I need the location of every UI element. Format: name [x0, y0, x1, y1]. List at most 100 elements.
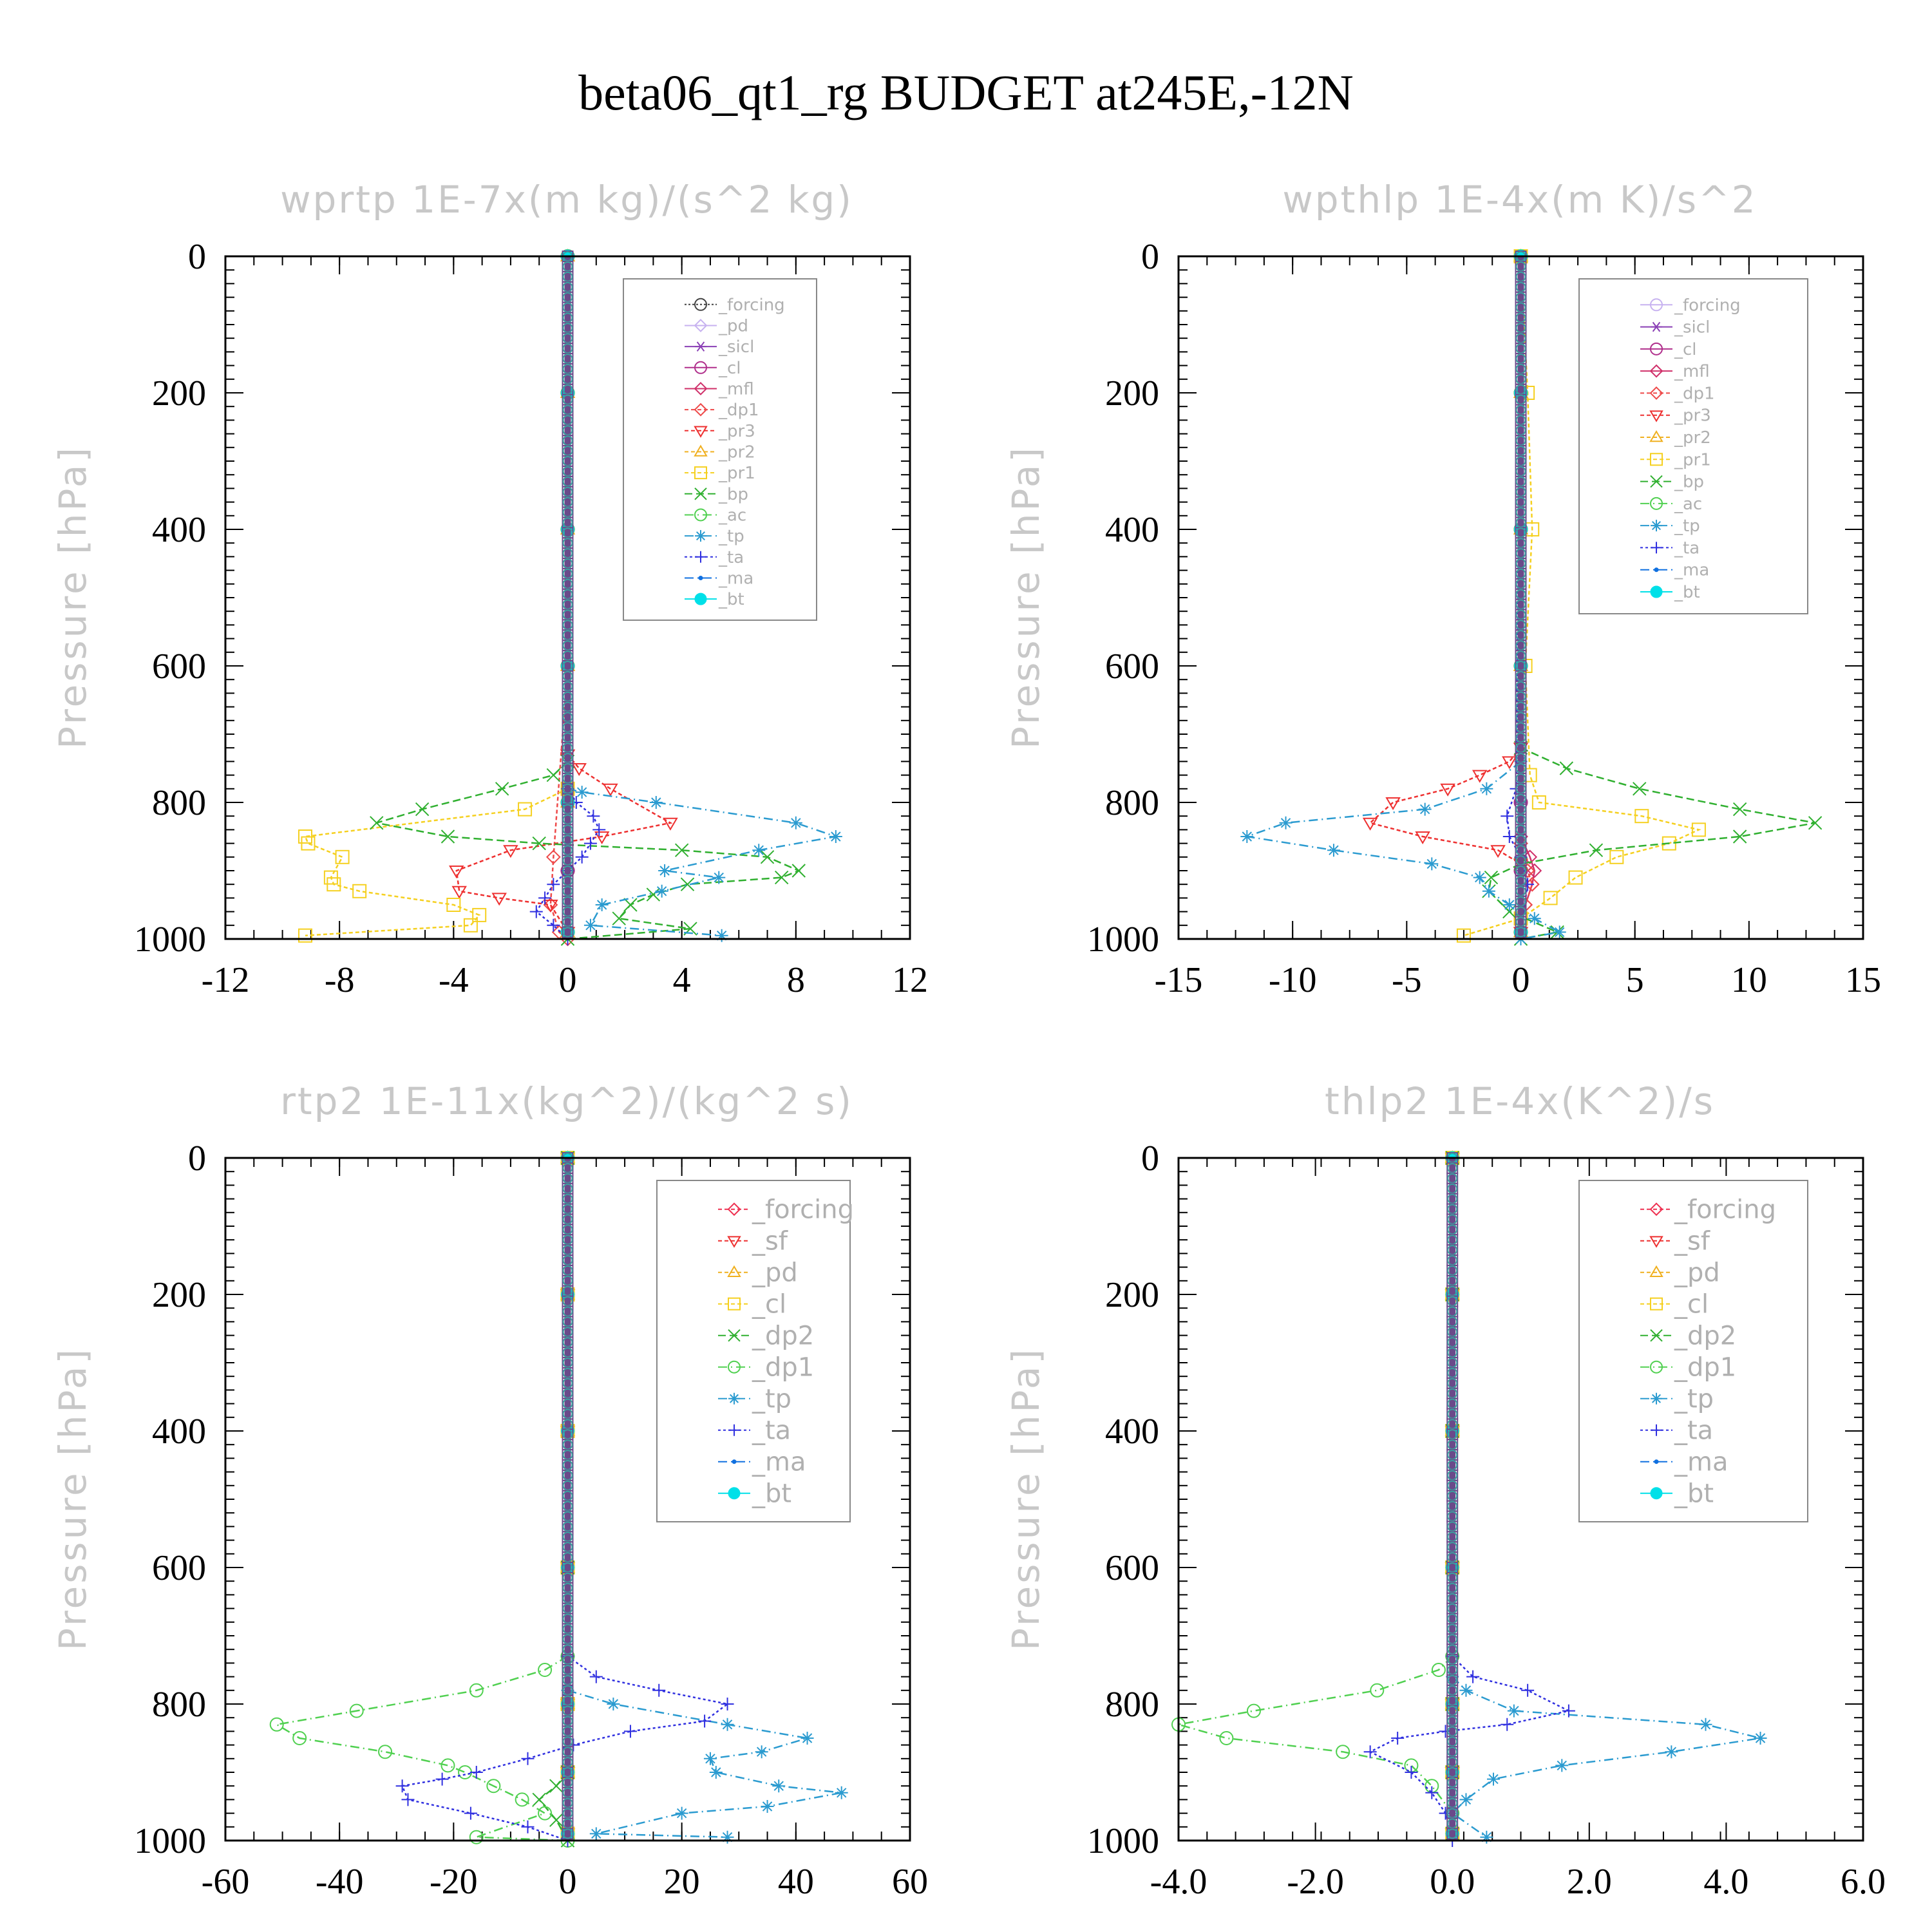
legend-marker	[1649, 1265, 1663, 1277]
x-tick-label: -15	[1155, 960, 1203, 1000]
legend-item: _ac	[1640, 495, 1702, 514]
data-point	[532, 836, 546, 851]
series-line	[1368, 1655, 1571, 1841]
legend-item: _dp1	[1640, 1353, 1736, 1383]
data-point	[1466, 1670, 1480, 1683]
data-point	[1507, 1704, 1520, 1718]
legend-label: _cl	[1674, 340, 1697, 359]
data-point	[1472, 770, 1488, 783]
series-tp	[1446, 1670, 1767, 1844]
data-point	[703, 1752, 717, 1765]
y-tick-label: 200	[152, 374, 206, 413]
x-tick-label: 6.0	[1841, 1862, 1886, 1902]
data-point	[1363, 1745, 1377, 1759]
legend-marker	[1651, 1392, 1662, 1405]
y-tick-label: 800	[1105, 1685, 1159, 1725]
legend-item: _cl	[718, 1290, 786, 1320]
data-point	[752, 844, 766, 857]
legend-item: _ta	[1640, 538, 1700, 558]
data-point	[515, 1792, 529, 1807]
legend-label: _forcing	[718, 296, 785, 315]
zero-line-markers	[1446, 1152, 1459, 1841]
legend-label: _pr3	[718, 422, 755, 441]
data-point	[521, 1820, 535, 1833]
data-point	[835, 1786, 848, 1799]
legend-label: _bp	[1674, 473, 1704, 492]
data-point	[486, 1779, 501, 1794]
data-point	[1425, 1786, 1439, 1799]
legend-label: _sf	[1674, 1227, 1710, 1256]
y-tick-label: 0	[1141, 237, 1159, 277]
y-tick-label: 400	[1105, 1412, 1159, 1452]
data-point	[1459, 1683, 1473, 1697]
data-point	[1418, 802, 1432, 816]
legend-item: _sicl	[1640, 318, 1710, 337]
legend-marker	[1651, 321, 1662, 332]
x-tick-label: 0	[1512, 960, 1530, 1000]
legend-label: _tp	[752, 1385, 791, 1414]
legend-marker	[1649, 364, 1663, 378]
data-point	[1609, 849, 1624, 864]
legend-marker	[728, 1424, 740, 1436]
zero-marker	[562, 927, 573, 938]
data-point	[1490, 845, 1506, 858]
data-point	[712, 871, 726, 884]
legend-label: _dp2	[1674, 1321, 1736, 1351]
data-point	[378, 1745, 393, 1759]
legend-marker	[1649, 1202, 1663, 1217]
legend-label: _pd	[718, 316, 748, 336]
series-line	[1463, 256, 1701, 936]
data-point	[1484, 870, 1499, 885]
data-point	[370, 816, 384, 830]
data-point	[594, 831, 610, 844]
legend-marker	[1654, 1459, 1659, 1464]
y-tick-label: 200	[1105, 374, 1159, 413]
data-point	[1370, 1683, 1385, 1698]
legend-marker	[694, 508, 707, 522]
data-point	[571, 763, 587, 776]
y-tick-label: 600	[1105, 647, 1159, 687]
x-tick-label: 5	[1626, 960, 1644, 1000]
data-point	[1568, 870, 1583, 885]
legend-item: _pd	[718, 1258, 798, 1288]
legend-label: _bp	[718, 485, 748, 504]
legend-marker	[1650, 1297, 1663, 1311]
y-tick-label: 600	[1105, 1548, 1159, 1588]
data-point	[503, 845, 518, 858]
data-point	[583, 918, 597, 932]
legend-label: _pr3	[1674, 406, 1711, 426]
series-pr3	[1362, 743, 1529, 940]
data-point	[791, 864, 806, 878]
data-point	[1405, 1766, 1418, 1779]
legend-label: _dp2	[752, 1321, 814, 1351]
series-line	[567, 1689, 842, 1838]
panel-title: wprtp 1E-7x(m kg)/(s^2 kg)	[280, 178, 853, 222]
legend-marker	[694, 298, 707, 311]
legend-item: _ta	[718, 1416, 791, 1446]
legend-marker	[1649, 1236, 1663, 1248]
legend-marker	[1654, 567, 1659, 573]
data-point	[1521, 1683, 1535, 1697]
legend-item: _dp2	[718, 1321, 814, 1351]
legend: _forcing _sicl _cl _mfl _dp1 _pr3_pr2 _pr1 _bp _…	[1578, 278, 1808, 614]
series-line	[1178, 1655, 1454, 1814]
y-axis-label: Pressure [hPa]	[1004, 1347, 1048, 1651]
x-tick-label: 8	[787, 960, 805, 1000]
data-point	[440, 829, 455, 844]
plot-area: -60 -40 -20 0 20 40 6002004006008001000_forcin…	[134, 1139, 928, 1902]
x-tick-label: 4.0	[1703, 1862, 1748, 1902]
legend-item: _cl	[1640, 340, 1697, 359]
legend-label: _pd	[1674, 1258, 1720, 1288]
data-point	[298, 928, 313, 943]
data-point	[538, 1806, 553, 1821]
legend-item: _bt	[718, 1479, 791, 1509]
y-tick-label: 1000	[134, 1821, 206, 1861]
y-tick-label: 0	[188, 237, 206, 277]
y-tick-label: 1000	[1087, 920, 1159, 960]
legend-item: _ta	[685, 548, 744, 567]
data-point	[1391, 1732, 1405, 1745]
legend-label: _pr2	[718, 442, 755, 462]
plot-area: -4.0 -2.0 0.0 2.0 4.0 6.0 0 200 400 600 800 1000 _fo…	[1087, 1139, 1886, 1902]
legend-item: _ta	[1640, 1416, 1713, 1446]
legend-label: _mfl	[1674, 362, 1710, 381]
